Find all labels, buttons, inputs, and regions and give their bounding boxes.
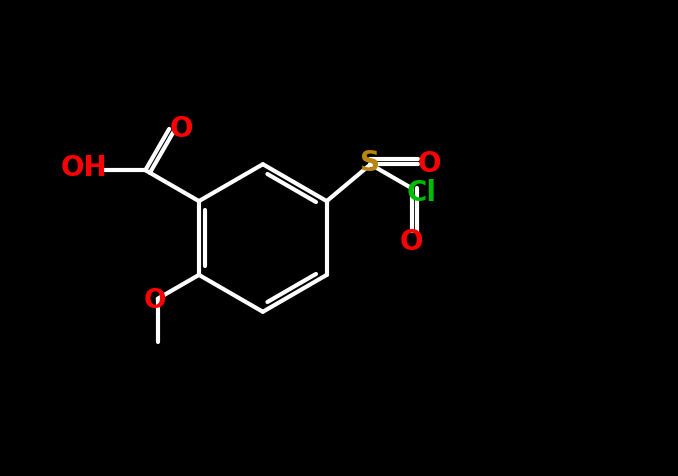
Text: O: O bbox=[170, 115, 193, 143]
Text: S: S bbox=[361, 149, 380, 177]
Text: O: O bbox=[144, 288, 167, 314]
Text: Cl: Cl bbox=[406, 179, 436, 207]
Text: OH: OH bbox=[60, 154, 107, 182]
Text: O: O bbox=[417, 150, 441, 178]
Text: O: O bbox=[400, 228, 424, 256]
